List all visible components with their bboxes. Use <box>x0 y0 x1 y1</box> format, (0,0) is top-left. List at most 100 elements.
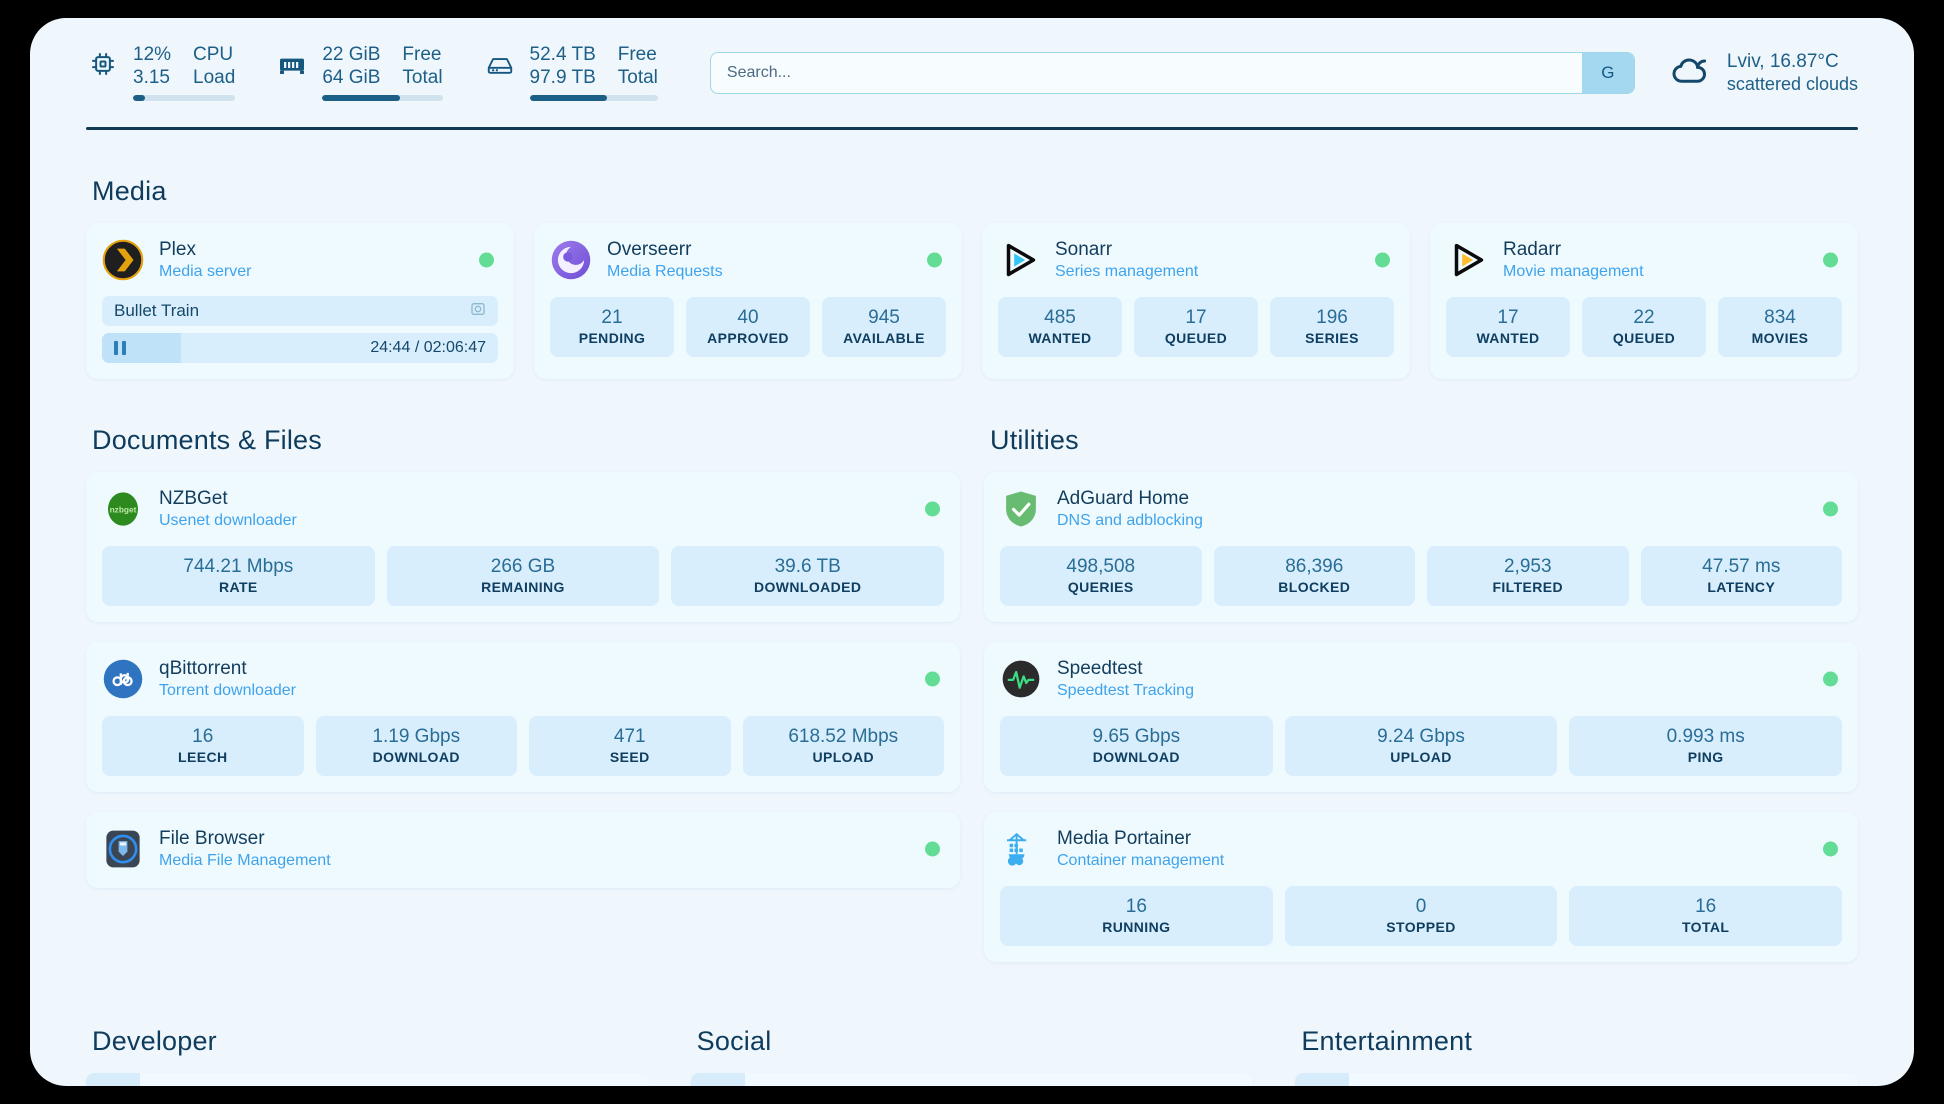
service-card[interactable]: Plex Media server Bullet Train 24:44 / 02:0… <box>86 223 514 379</box>
stat-label: WANTED <box>1476 330 1540 346</box>
stat-block[interactable]: 1.19 Gbps DOWNLOAD <box>315 716 517 776</box>
stat-block[interactable]: 471 SEED <box>529 716 731 776</box>
service-description: Movie management <box>1503 262 1644 280</box>
playback-progress-bar[interactable]: 24:44 / 02:06:47 <box>102 333 498 363</box>
service-description: Series management <box>1055 262 1199 280</box>
service-description: Torrent downloader <box>159 681 296 699</box>
stat-block[interactable]: 744.21 Mbps RATE <box>102 546 375 606</box>
cpu-icon <box>86 44 120 84</box>
stat-block[interactable]: 9.65 Gbps DOWNLOAD <box>1000 716 1273 776</box>
resource-label-top: CPU <box>193 44 234 65</box>
service-card[interactable]: Sonarr Series management 485 WANTED 17 QUEUED… <box>982 223 1410 379</box>
stat-value: 86,396 <box>1285 556 1344 577</box>
stat-block[interactable]: 86,396 BLOCKED <box>1213 546 1415 606</box>
stat-block[interactable]: 266 GB REMAINING <box>386 546 660 606</box>
stat-block[interactable]: 16 TOTAL <box>1569 886 1843 946</box>
bookmark-url: linkedin.com <box>1146 1073 1253 1086</box>
service-card[interactable]: Media Portainer Container management 16 RUN… <box>984 812 1858 962</box>
service-card[interactable]: nzbget NZBGet Usenet downloader 744.21 Mbps… <box>86 472 960 622</box>
stat-value: 471 <box>613 726 646 747</box>
stat-block[interactable]: 196 SERIES <box>1270 297 1394 357</box>
stat-label: RATE <box>219 579 258 595</box>
media-card-row: Plex Media server Bullet Train 24:44 / 02:0… <box>86 223 1858 379</box>
bookmark-item[interactable]: GHGithubgithub.com <box>86 1073 649 1086</box>
card-titles: NZBGet Usenet downloader <box>159 488 297 531</box>
resource-label-bottom: Total <box>617 67 658 88</box>
service-description: DNS and adblocking <box>1057 511 1203 529</box>
service-card[interactable]: Speedtest Speedtest Tracking 9.65 Gbps DOWN… <box>984 642 1858 792</box>
stat-row: 21 PENDING 40 APPROVED 945 AVAILABLE <box>550 297 946 357</box>
service-description: Media File Management <box>159 851 331 869</box>
nzbget-logo: nzbget <box>102 488 144 530</box>
search-box[interactable]: G <box>709 51 1635 94</box>
stat-block[interactable]: 17 QUEUED <box>1134 297 1258 357</box>
pause-icon[interactable] <box>114 341 126 355</box>
service-card[interactable]: File Browser Media File Management <box>86 812 960 888</box>
search-input[interactable] <box>710 52 1582 93</box>
bookmark-name: Github <box>140 1073 552 1086</box>
stat-block[interactable]: 2,953 FILTERED <box>1427 546 1629 606</box>
stat-value: 266 GB <box>490 556 556 577</box>
service-card[interactable]: qBittorrent Torrent downloader 16 LEECH 1.19… <box>86 642 960 792</box>
stat-value: 945 <box>868 307 900 328</box>
stat-block[interactable]: 945 AVAILABLE <box>822 297 946 357</box>
card-header: Media Portainer Container management <box>1000 826 1842 872</box>
stat-row: 9.65 Gbps DOWNLOAD 9.24 Gbps UPLOAD 0.993 ms… <box>1000 716 1843 776</box>
resource-label-top: Free <box>617 44 657 65</box>
sonarr-logo <box>998 239 1040 281</box>
stat-block[interactable]: 9.24 Gbps UPLOAD <box>1284 716 1558 776</box>
stat-value: 196 <box>1316 307 1348 328</box>
service-card[interactable]: AdGuard Home DNS and adblocking 498,508 QUE… <box>984 472 1858 622</box>
stat-block[interactable]: 618.52 Mbps UPLOAD <box>742 716 944 776</box>
stat-block[interactable]: 22 QUEUED <box>1582 297 1706 357</box>
status-indicator-dot <box>925 501 940 517</box>
now-playing-bar[interactable]: Bullet Train <box>102 296 498 326</box>
section-title-media: Media <box>92 176 167 206</box>
dashboard-content: Media Plex Media server Bullet Train 24:44 … <box>30 176 1914 1086</box>
stat-block[interactable]: 21 PENDING <box>550 297 674 357</box>
resource-body: 52.4 TB 97.9 TB Free Total <box>529 44 658 101</box>
service-name: NZBGet <box>159 487 228 509</box>
stat-block[interactable]: 16 RUNNING <box>1000 886 1273 946</box>
stat-block[interactable]: 834 MOVIES <box>1718 297 1842 357</box>
stat-value: 0.993 ms <box>1666 726 1745 747</box>
stat-block[interactable]: 485 WANTED <box>998 297 1122 357</box>
resource-usage-bar <box>322 95 443 101</box>
now-playing-title: Bullet Train <box>114 301 200 320</box>
stat-value: 17 <box>1497 307 1519 328</box>
service-name: Speedtest <box>1057 657 1143 679</box>
filebrowser-logo <box>102 828 144 870</box>
resource-value-top: 22 GiB <box>322 44 381 65</box>
bookmark-item[interactable]: LILinkedInlinkedin.com <box>690 1073 1254 1086</box>
stat-label: FILTERED <box>1492 579 1564 595</box>
stat-block[interactable]: 40 APPROVED <box>686 297 810 357</box>
stat-row: 744.21 Mbps RATE 266 GB REMAINING 39.6 TB DOW… <box>102 546 945 606</box>
stat-label: QUERIES <box>1067 579 1134 595</box>
stat-block[interactable]: 498,508 QUERIES <box>1000 546 1202 606</box>
bookmark-item[interactable]: YTYouTubeyoutube.com <box>1295 1073 1858 1086</box>
stat-block[interactable]: 17 WANTED <box>1446 297 1570 357</box>
stat-label: PING <box>1687 749 1724 765</box>
status-indicator-dot <box>1823 501 1838 517</box>
speedtest-logo <box>1000 658 1042 700</box>
stat-label: APPROVED <box>707 330 789 346</box>
service-card[interactable]: Radarr Movie management 17 WANTED 22 QUEUED 83… <box>1430 223 1858 379</box>
service-description: Speedtest Tracking <box>1057 681 1194 699</box>
stat-label: UPLOAD <box>1390 749 1452 765</box>
stat-block[interactable]: 0.993 ms PING <box>1569 716 1843 776</box>
service-card[interactable]: Overseerr Media Requests 21 PENDING 40 APPROV… <box>534 223 962 379</box>
stat-label: BLOCKED <box>1278 579 1351 595</box>
search-submit-button[interactable]: G <box>1581 52 1634 93</box>
stat-row: 16 RUNNING 0 STOPPED 16 TOTAL <box>1000 886 1843 946</box>
stat-block[interactable]: 0 STOPPED <box>1284 886 1558 946</box>
stat-block[interactable]: 39.6 TB DOWNLOADED <box>671 546 945 606</box>
stat-label: WANTED <box>1028 330 1092 346</box>
stat-value: 0 <box>1415 896 1427 917</box>
card-header: File Browser Media File Management <box>102 826 944 872</box>
utilities-card-list: AdGuard Home DNS and adblocking 498,508 QUE… <box>984 472 1858 962</box>
card-titles: qBittorrent Torrent downloader <box>159 658 296 701</box>
stat-block[interactable]: 16 LEECH <box>102 716 304 776</box>
resource-label-top: Free <box>402 44 442 65</box>
cast-icon[interactable] <box>470 301 486 322</box>
stat-block[interactable]: 47.57 ms LATENCY <box>1640 546 1842 606</box>
